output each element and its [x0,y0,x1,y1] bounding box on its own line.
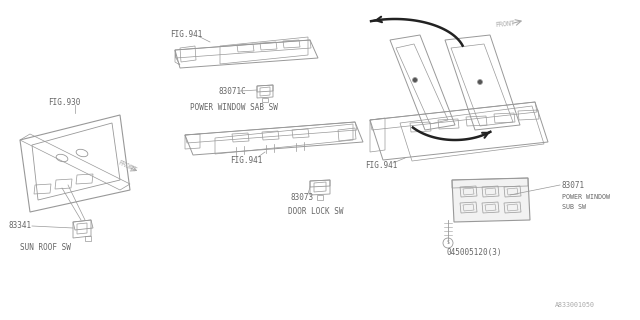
Circle shape [413,77,417,83]
Text: FIG.941: FIG.941 [170,29,202,38]
Text: FIG.930: FIG.930 [48,98,81,107]
Text: DOOR LOCK SW: DOOR LOCK SW [288,207,344,217]
Circle shape [477,79,483,84]
Text: FRONT: FRONT [495,20,515,28]
Text: 83071: 83071 [562,180,585,189]
Text: SUN ROOF SW: SUN ROOF SW [20,244,71,252]
Text: POWER WINDOW: POWER WINDOW [562,194,610,200]
Text: POWER WINDOW SAB SW: POWER WINDOW SAB SW [190,102,278,111]
Text: 045005120(3): 045005120(3) [446,249,502,258]
Text: SUB SW: SUB SW [562,204,586,210]
Text: 83341: 83341 [8,221,31,230]
Text: 83071C: 83071C [218,86,246,95]
Text: S: S [447,241,449,245]
Polygon shape [452,178,530,222]
Text: A833001050: A833001050 [555,302,595,308]
Text: FIG.941: FIG.941 [365,161,397,170]
Text: FRONT: FRONT [116,159,138,173]
Text: 83073: 83073 [290,194,313,203]
Text: FIG.941: FIG.941 [230,156,262,164]
